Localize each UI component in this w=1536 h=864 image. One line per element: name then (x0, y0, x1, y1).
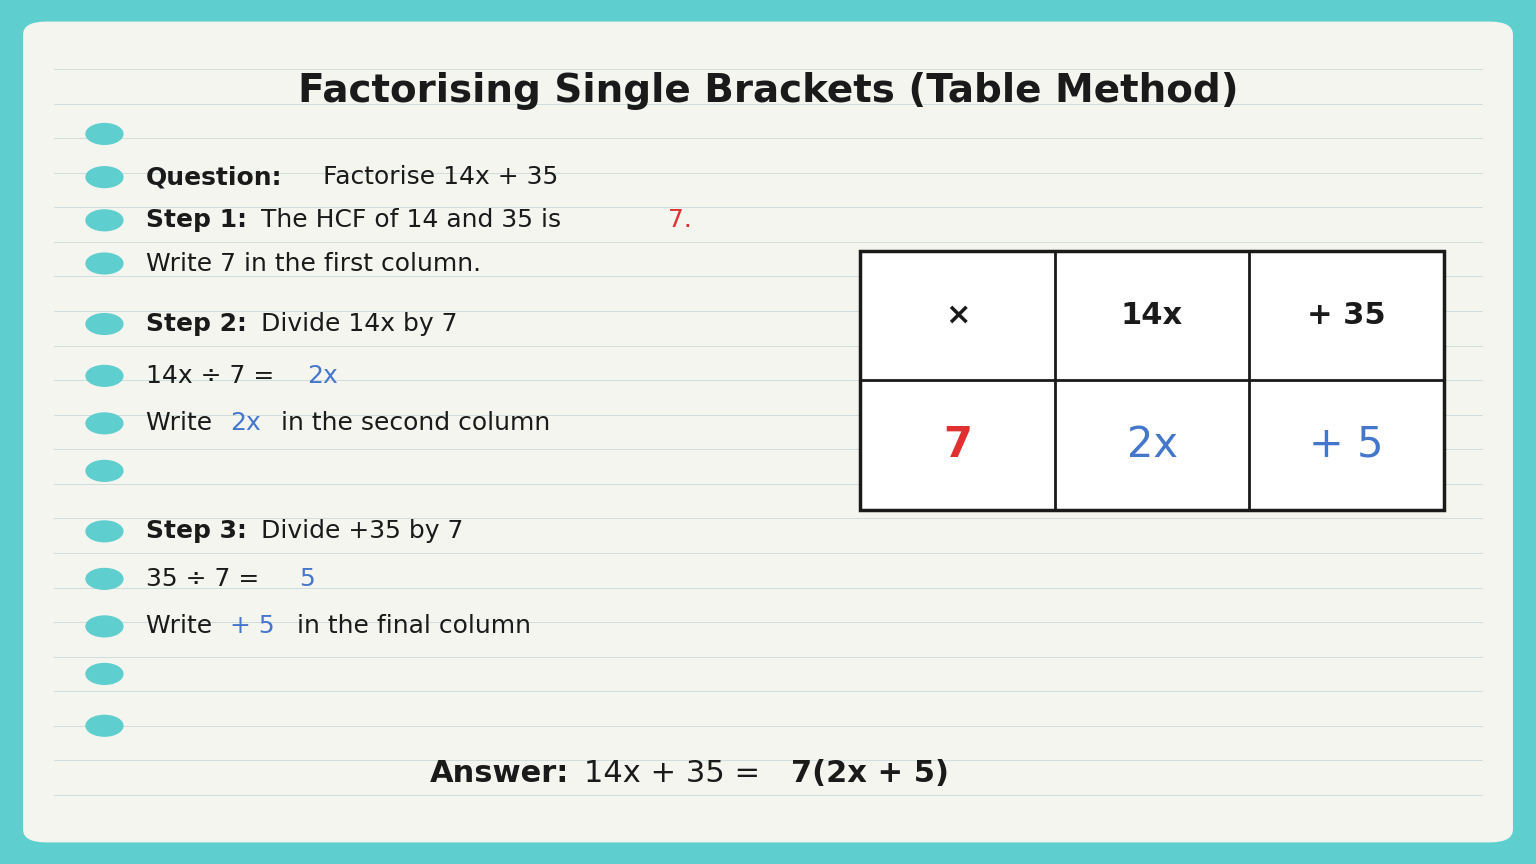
Circle shape (86, 413, 123, 434)
Circle shape (86, 124, 123, 144)
Circle shape (86, 314, 123, 334)
Text: Step 3:: Step 3: (146, 519, 247, 543)
Text: Factorising Single Brackets (Table Method): Factorising Single Brackets (Table Metho… (298, 72, 1238, 110)
Text: Step 2:: Step 2: (146, 312, 247, 336)
Text: Write: Write (146, 614, 220, 638)
Circle shape (86, 210, 123, 231)
Text: 2x: 2x (1126, 424, 1178, 466)
Text: in the second column: in the second column (273, 411, 551, 435)
Circle shape (86, 616, 123, 637)
Text: Write: Write (146, 411, 220, 435)
Text: + 35: + 35 (1307, 301, 1385, 330)
Text: Answer:: Answer: (430, 759, 570, 788)
FancyBboxPatch shape (23, 22, 1513, 842)
Text: Step 1:: Step 1: (146, 208, 247, 232)
Circle shape (86, 715, 123, 736)
Text: 14x: 14x (1121, 301, 1183, 330)
Text: 2x: 2x (230, 411, 261, 435)
Text: 14x ÷ 7 =: 14x ÷ 7 = (146, 364, 283, 388)
Text: 7(2x + 5): 7(2x + 5) (791, 759, 949, 788)
Circle shape (86, 461, 123, 481)
Circle shape (86, 521, 123, 542)
Text: 35 ÷ 7 =: 35 ÷ 7 = (146, 567, 267, 591)
Text: 5: 5 (300, 567, 315, 591)
Text: Write 7 in the first column.: Write 7 in the first column. (146, 251, 481, 276)
Bar (860, 251, 1444, 510)
Text: ×: × (945, 301, 971, 330)
Text: The HCF of 14 and 35 is: The HCF of 14 and 35 is (261, 208, 570, 232)
Circle shape (86, 253, 123, 274)
Circle shape (86, 664, 123, 684)
Text: 7: 7 (943, 424, 972, 466)
Text: 14x + 35 =: 14x + 35 = (584, 759, 770, 788)
Text: Factorise 14x + 35: Factorise 14x + 35 (323, 165, 558, 189)
Circle shape (86, 569, 123, 589)
Text: + 5: + 5 (1309, 424, 1384, 466)
Circle shape (86, 167, 123, 187)
Circle shape (86, 365, 123, 386)
Text: 7.: 7. (668, 208, 693, 232)
Text: 2x: 2x (307, 364, 338, 388)
Text: Question:: Question: (146, 165, 283, 189)
Text: Divide 14x by 7: Divide 14x by 7 (261, 312, 458, 336)
Text: in the final column: in the final column (289, 614, 531, 638)
Text: + 5: + 5 (230, 614, 275, 638)
Text: Divide +35 by 7: Divide +35 by 7 (261, 519, 464, 543)
